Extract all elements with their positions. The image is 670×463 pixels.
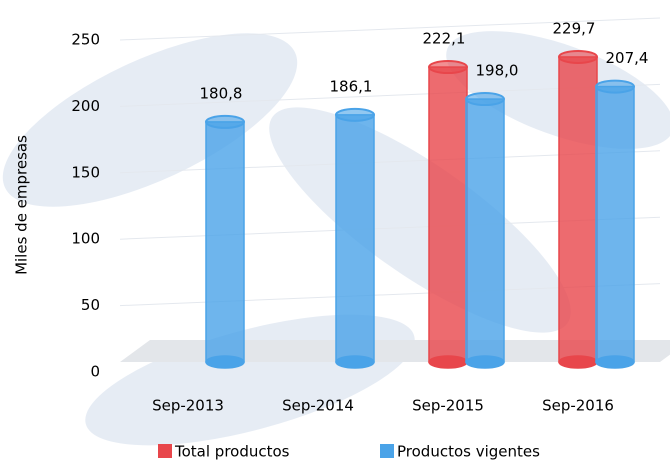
bar-top bbox=[466, 93, 504, 105]
bar-group bbox=[559, 51, 597, 368]
y-tick-label: 0 bbox=[90, 363, 100, 381]
bar-group bbox=[466, 93, 504, 368]
bar-group bbox=[206, 116, 244, 368]
bar-base bbox=[206, 356, 244, 368]
x-tick-label: Sep-2016 bbox=[542, 397, 614, 415]
bar-group bbox=[336, 109, 374, 368]
bar-top bbox=[559, 51, 597, 63]
y-tick-label: 100 bbox=[71, 230, 100, 248]
bar-top bbox=[596, 81, 634, 93]
bar-base bbox=[429, 356, 467, 368]
legend-swatch bbox=[158, 444, 172, 458]
x-tick-label: Sep-2015 bbox=[412, 397, 484, 415]
bar-top bbox=[336, 109, 374, 121]
chart: Miles de empresas 0 50 100 150 200 250 222,1 22… bbox=[0, 0, 670, 463]
legend-label: Productos vigentes bbox=[397, 443, 540, 461]
y-tick-label: 50 bbox=[81, 296, 100, 314]
value-label: 180,8 bbox=[200, 84, 243, 102]
bar-base bbox=[336, 356, 374, 368]
bar-group bbox=[429, 61, 467, 368]
y-tick-label: 150 bbox=[71, 163, 100, 181]
value-label: 222,1 bbox=[423, 30, 466, 48]
value-label: 229,7 bbox=[553, 19, 596, 37]
bar-top bbox=[206, 116, 244, 128]
legend-label: Total productos bbox=[174, 443, 290, 461]
x-tick-label: Sep-2013 bbox=[152, 397, 224, 415]
bar-base bbox=[466, 356, 504, 368]
value-label: 207,4 bbox=[606, 49, 649, 67]
value-label: 198,0 bbox=[476, 62, 519, 80]
bar-group bbox=[596, 81, 634, 368]
y-tick-label: 250 bbox=[71, 31, 100, 49]
value-label: 186,1 bbox=[330, 77, 373, 95]
bar bbox=[429, 67, 467, 362]
bar bbox=[466, 99, 504, 362]
bar-base bbox=[596, 356, 634, 368]
bar bbox=[336, 115, 374, 362]
y-axis-label: Miles de empresas bbox=[13, 135, 31, 275]
legend-swatch bbox=[380, 444, 394, 458]
bar bbox=[206, 122, 244, 362]
bar-base bbox=[559, 356, 597, 368]
page: {"chart_data": {"type": "bar", "y_label"… bbox=[0, 0, 670, 463]
bar bbox=[559, 57, 597, 362]
bar-top bbox=[429, 61, 467, 73]
y-tick-label: 200 bbox=[71, 97, 100, 115]
bar bbox=[596, 87, 634, 362]
x-tick-label: Sep-2014 bbox=[282, 397, 354, 415]
